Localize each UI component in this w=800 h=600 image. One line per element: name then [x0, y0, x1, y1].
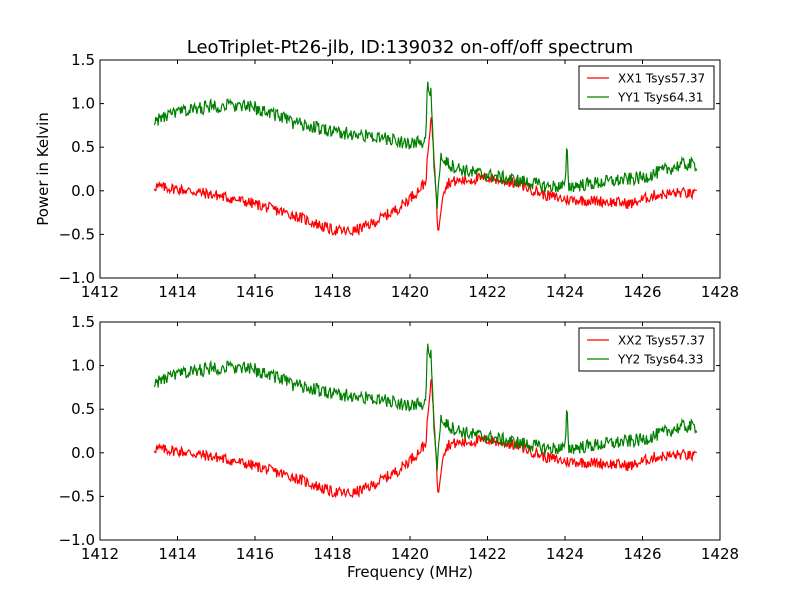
series-line-yy	[153, 343, 698, 472]
x-tick-label: 1414	[158, 545, 196, 563]
chart-title: LeoTriplet-Pt26-jlb, ID:139032 on-off/of…	[187, 37, 634, 58]
legend-label: YY2 Tsys64.33	[617, 353, 703, 367]
y-tick-label: −0.5	[59, 225, 95, 243]
y-tick-label: 0.5	[71, 400, 95, 418]
x-tick-label: 1422	[468, 283, 506, 301]
x-tick-label: 1416	[236, 545, 274, 563]
y-tick-label: −0.5	[59, 487, 95, 505]
x-tick-label: 1418	[313, 283, 351, 301]
subplot-2: 1412 1414 1416 1418 1420 1422 1424 1426 1428 −1.0…	[59, 313, 740, 581]
x-tick-label: 1414	[158, 283, 196, 301]
x-tick-label: 1412	[81, 545, 119, 563]
legend-label: XX2 Tsys57.37	[618, 334, 705, 348]
x-axis-label: Frequency (MHz)	[347, 563, 473, 581]
x-tick-label: 1428	[701, 545, 739, 563]
x-tick-label: 1412	[81, 283, 119, 301]
x-tick-label: 1422	[468, 545, 506, 563]
x-tick-label: 1424	[546, 283, 584, 301]
y-tick-label: 1.5	[71, 51, 95, 69]
x-tick-label: 1418	[313, 545, 351, 563]
y-tick-label: 0.5	[71, 138, 95, 156]
series-line-yy	[153, 81, 698, 210]
x-tick-label: 1416	[236, 283, 274, 301]
x-tick-label: 1428	[701, 283, 739, 301]
legend-label: YY1 Tsys64.31	[617, 91, 703, 105]
legend: XX1 Tsys57.37 YY1 Tsys64.31	[578, 65, 715, 110]
y-tick-label: −1.0	[59, 269, 95, 287]
x-tick-label: 1420	[391, 283, 429, 301]
x-tick-label: 1420	[391, 545, 429, 563]
y-axis-label: Power in Kelvin	[34, 112, 52, 226]
y-tick-label: 1.5	[71, 313, 95, 331]
x-tick-label: 1426	[623, 283, 661, 301]
x-tick-label: 1426	[623, 545, 661, 563]
x-tick-label: 1424	[546, 545, 584, 563]
y-tick-label: 1.0	[71, 95, 95, 113]
legend: XX2 Tsys57.37 YY2 Tsys64.33	[578, 327, 715, 372]
legend-box	[578, 327, 715, 372]
y-tick-label: 0.0	[71, 182, 95, 200]
series-line-xx	[153, 116, 698, 237]
legend-label: XX1 Tsys57.37	[618, 72, 705, 86]
y-tick-label: −1.0	[59, 531, 95, 549]
legend-box	[578, 65, 715, 110]
series-line-xx	[153, 378, 698, 499]
y-tick-label: 1.0	[71, 357, 95, 375]
y-tick-label: 0.0	[71, 444, 95, 462]
subplot-1: 1412 1414 1416 1418 1420 1422 1424 1426 1428 −1.0…	[34, 37, 739, 301]
